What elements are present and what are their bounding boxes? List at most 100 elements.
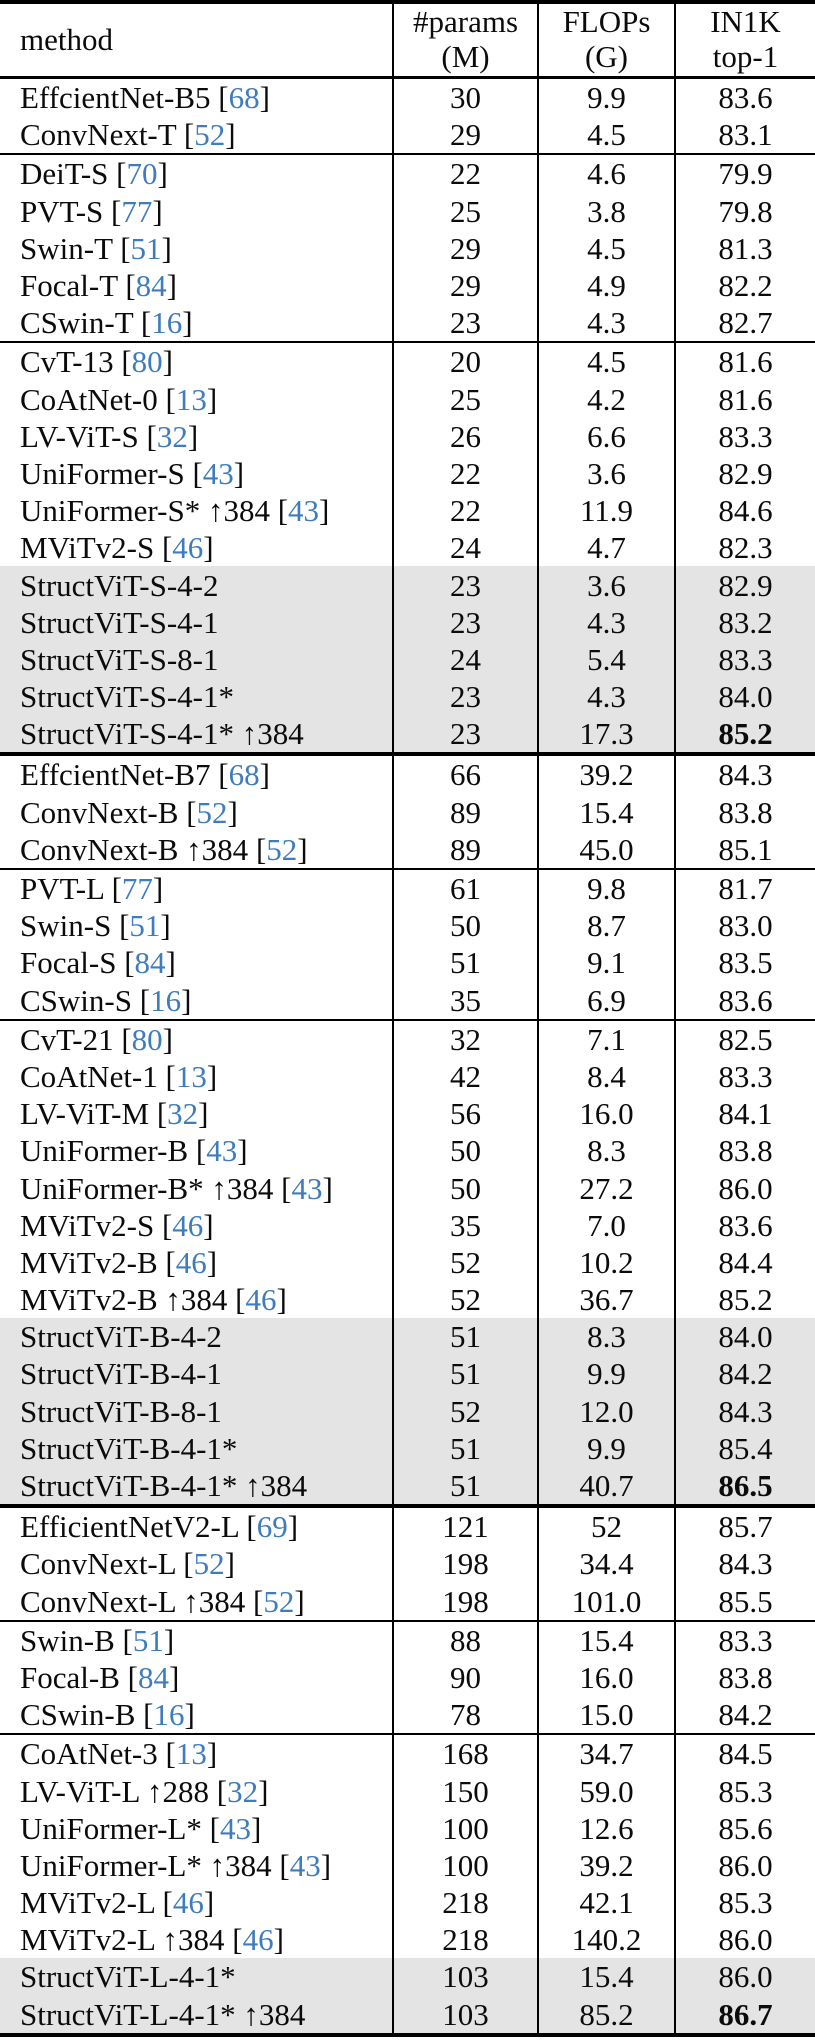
method-cell: ConvNext-L ↑384 [52] (0, 1582, 393, 1622)
citation-link[interactable]: 51 (130, 230, 162, 266)
table-row: ConvNext-B ↑384 [52] 89 45.0 85.1 (0, 830, 815, 870)
params-cell: 78 (392, 1696, 538, 1736)
top1-cell: 84.3 (674, 1392, 815, 1430)
top1-cell: 83.6 (674, 981, 815, 1021)
citation-link[interactable]: 70 (126, 156, 158, 192)
citation-link[interactable]: 43 (219, 1810, 251, 1846)
top1-cell: 84.5 (674, 1734, 815, 1773)
citation-link[interactable]: 13 (175, 1736, 207, 1772)
params-cell: 51 (392, 1466, 538, 1509)
flops-cell: 3.6 (537, 566, 675, 604)
table-row: EffcientNet-B5 [68] 30 9.9 83.6 (0, 77, 815, 117)
table-row: CSwin-B [16] 78 15.0 84.2 (0, 1696, 815, 1736)
top1-cell: 83.3 (674, 417, 815, 455)
method-cell: ConvNext-T [52] (0, 116, 393, 156)
citation-link[interactable]: 77 (121, 193, 153, 229)
params-cell: 103 (392, 1995, 538, 2037)
method-name: Swin-T (20, 230, 113, 266)
citation-link[interactable]: 77 (121, 871, 153, 907)
citation-link[interactable]: 43 (206, 1133, 238, 1169)
flops-cell: 8.3 (537, 1318, 675, 1356)
method-cell: ConvNext-L [52] (0, 1545, 393, 1582)
citation-link[interactable]: 51 (132, 1622, 164, 1658)
citation-link[interactable]: 69 (256, 1509, 288, 1545)
citation-link[interactable]: 43 (202, 455, 234, 491)
citation-link[interactable]: 80 (131, 1021, 163, 1057)
top1-cell: 84.0 (674, 678, 815, 716)
citation-link[interactable]: 68 (228, 80, 260, 116)
table-row: CvT-21 [80] 32 7.1 82.5 (0, 1019, 815, 1058)
citation-bracket: [43] (273, 1170, 333, 1206)
method-cell: CoAtNet-0 [13] (0, 381, 393, 418)
citation-link[interactable]: 46 (172, 530, 204, 566)
method-cell: UniFormer-B* ↑384 [43] (0, 1169, 393, 1206)
method-name: StructViT-L-4-1* (20, 1959, 236, 1995)
params-cell: 22 (392, 454, 538, 493)
table-row: Focal-T [84] 29 4.9 82.2 (0, 266, 815, 305)
citation-bracket: [46] (224, 1922, 284, 1958)
citation-link[interactable]: 84 (134, 945, 166, 981)
flops-cell: 4.3 (537, 678, 675, 716)
citation-link[interactable]: 52 (263, 1583, 295, 1619)
citation-link[interactable]: 84 (137, 1659, 169, 1695)
citation-link[interactable]: 43 (289, 1847, 321, 1883)
table-row: Swin-S [51] 50 8.7 83.0 (0, 907, 815, 945)
table-row: Swin-B [51] 88 15.4 83.3 (0, 1620, 815, 1659)
top1-cell: 81.3 (674, 229, 815, 267)
citation-link[interactable]: 46 (245, 1282, 277, 1318)
params-cell: 42 (392, 1057, 538, 1096)
citation-link[interactable]: 46 (172, 1885, 204, 1921)
citation-link[interactable]: 68 (228, 757, 260, 793)
citation-link[interactable]: 52 (193, 1546, 225, 1582)
method-cell: Focal-B [84] (0, 1659, 393, 1696)
citation-link[interactable]: 16 (151, 305, 183, 341)
top1-cell: 85.2 (674, 1281, 815, 1319)
table-row: CSwin-S [16] 35 6.9 83.6 (0, 981, 815, 1021)
top1-cell: 83.8 (674, 1658, 815, 1697)
top1-cell: 83.5 (674, 944, 815, 982)
citation-link[interactable]: 43 (291, 1170, 323, 1206)
citation-link[interactable]: 32 (156, 418, 188, 454)
flops-cell: 9.9 (537, 77, 675, 117)
method-name: StructViT-B-4-1 (20, 1356, 222, 1392)
citation-link[interactable]: 52 (266, 831, 298, 867)
method-cell: StructViT-L-4-1* ↑384 (0, 1995, 393, 2037)
method-name: StructViT-L-4-1* ↑384 (20, 1996, 306, 2032)
table-row: LV-ViT-L ↑288 [32] 150 59.0 85.3 (0, 1772, 815, 1810)
citation-link[interactable]: 16 (153, 1697, 185, 1733)
flops-cell: 140.2 (537, 1921, 675, 1959)
citation-link[interactable]: 46 (242, 1922, 274, 1958)
method-cell: PVT-S [77] (0, 193, 393, 230)
citation-bracket: [13] (157, 381, 218, 417)
citation-link[interactable]: 52 (196, 794, 228, 830)
method-cell: Swin-B [51] (0, 1621, 393, 1659)
params-cell: 23 (392, 603, 538, 641)
method-name: StructViT-B-8-1 (20, 1393, 222, 1429)
flops-cell: 5.4 (537, 640, 675, 678)
citation-bracket: [46] (157, 1244, 218, 1280)
citation-link[interactable]: 32 (227, 1773, 259, 1809)
citation-link[interactable]: 51 (129, 908, 161, 944)
citation-link[interactable]: 46 (172, 1207, 204, 1243)
citation-link[interactable]: 13 (175, 1058, 207, 1094)
method-cell: LV-ViT-L ↑288 [32] (0, 1772, 393, 1809)
top1-cell: 84.2 (674, 1355, 815, 1393)
citation-link[interactable]: 80 (131, 344, 163, 380)
citation-link[interactable]: 84 (135, 268, 167, 304)
method-cell: MViTv2-B [46] (0, 1244, 393, 1281)
header-row: method #params (M) FLOPs (G) IN1K top-1 (0, 2, 815, 79)
params-cell: 50 (392, 1132, 538, 1170)
citation-link[interactable]: 13 (175, 381, 207, 417)
citation-link[interactable]: 16 (150, 982, 182, 1018)
citation-link[interactable]: 43 (288, 493, 320, 529)
citation-bracket: [80] (113, 1021, 173, 1057)
citation-link[interactable]: 46 (175, 1244, 207, 1280)
flops-cell: 3.8 (537, 192, 675, 230)
table-row: Focal-S [84] 51 9.1 83.5 (0, 944, 815, 982)
citation-link[interactable]: 32 (167, 1096, 199, 1132)
top1-cell: 83.8 (674, 1132, 815, 1170)
flops-cell: 9.1 (537, 944, 675, 982)
method-name: CvT-21 (20, 1021, 114, 1057)
citation-link[interactable]: 52 (194, 117, 226, 153)
method-name: EffcientNet-B7 (20, 757, 211, 793)
